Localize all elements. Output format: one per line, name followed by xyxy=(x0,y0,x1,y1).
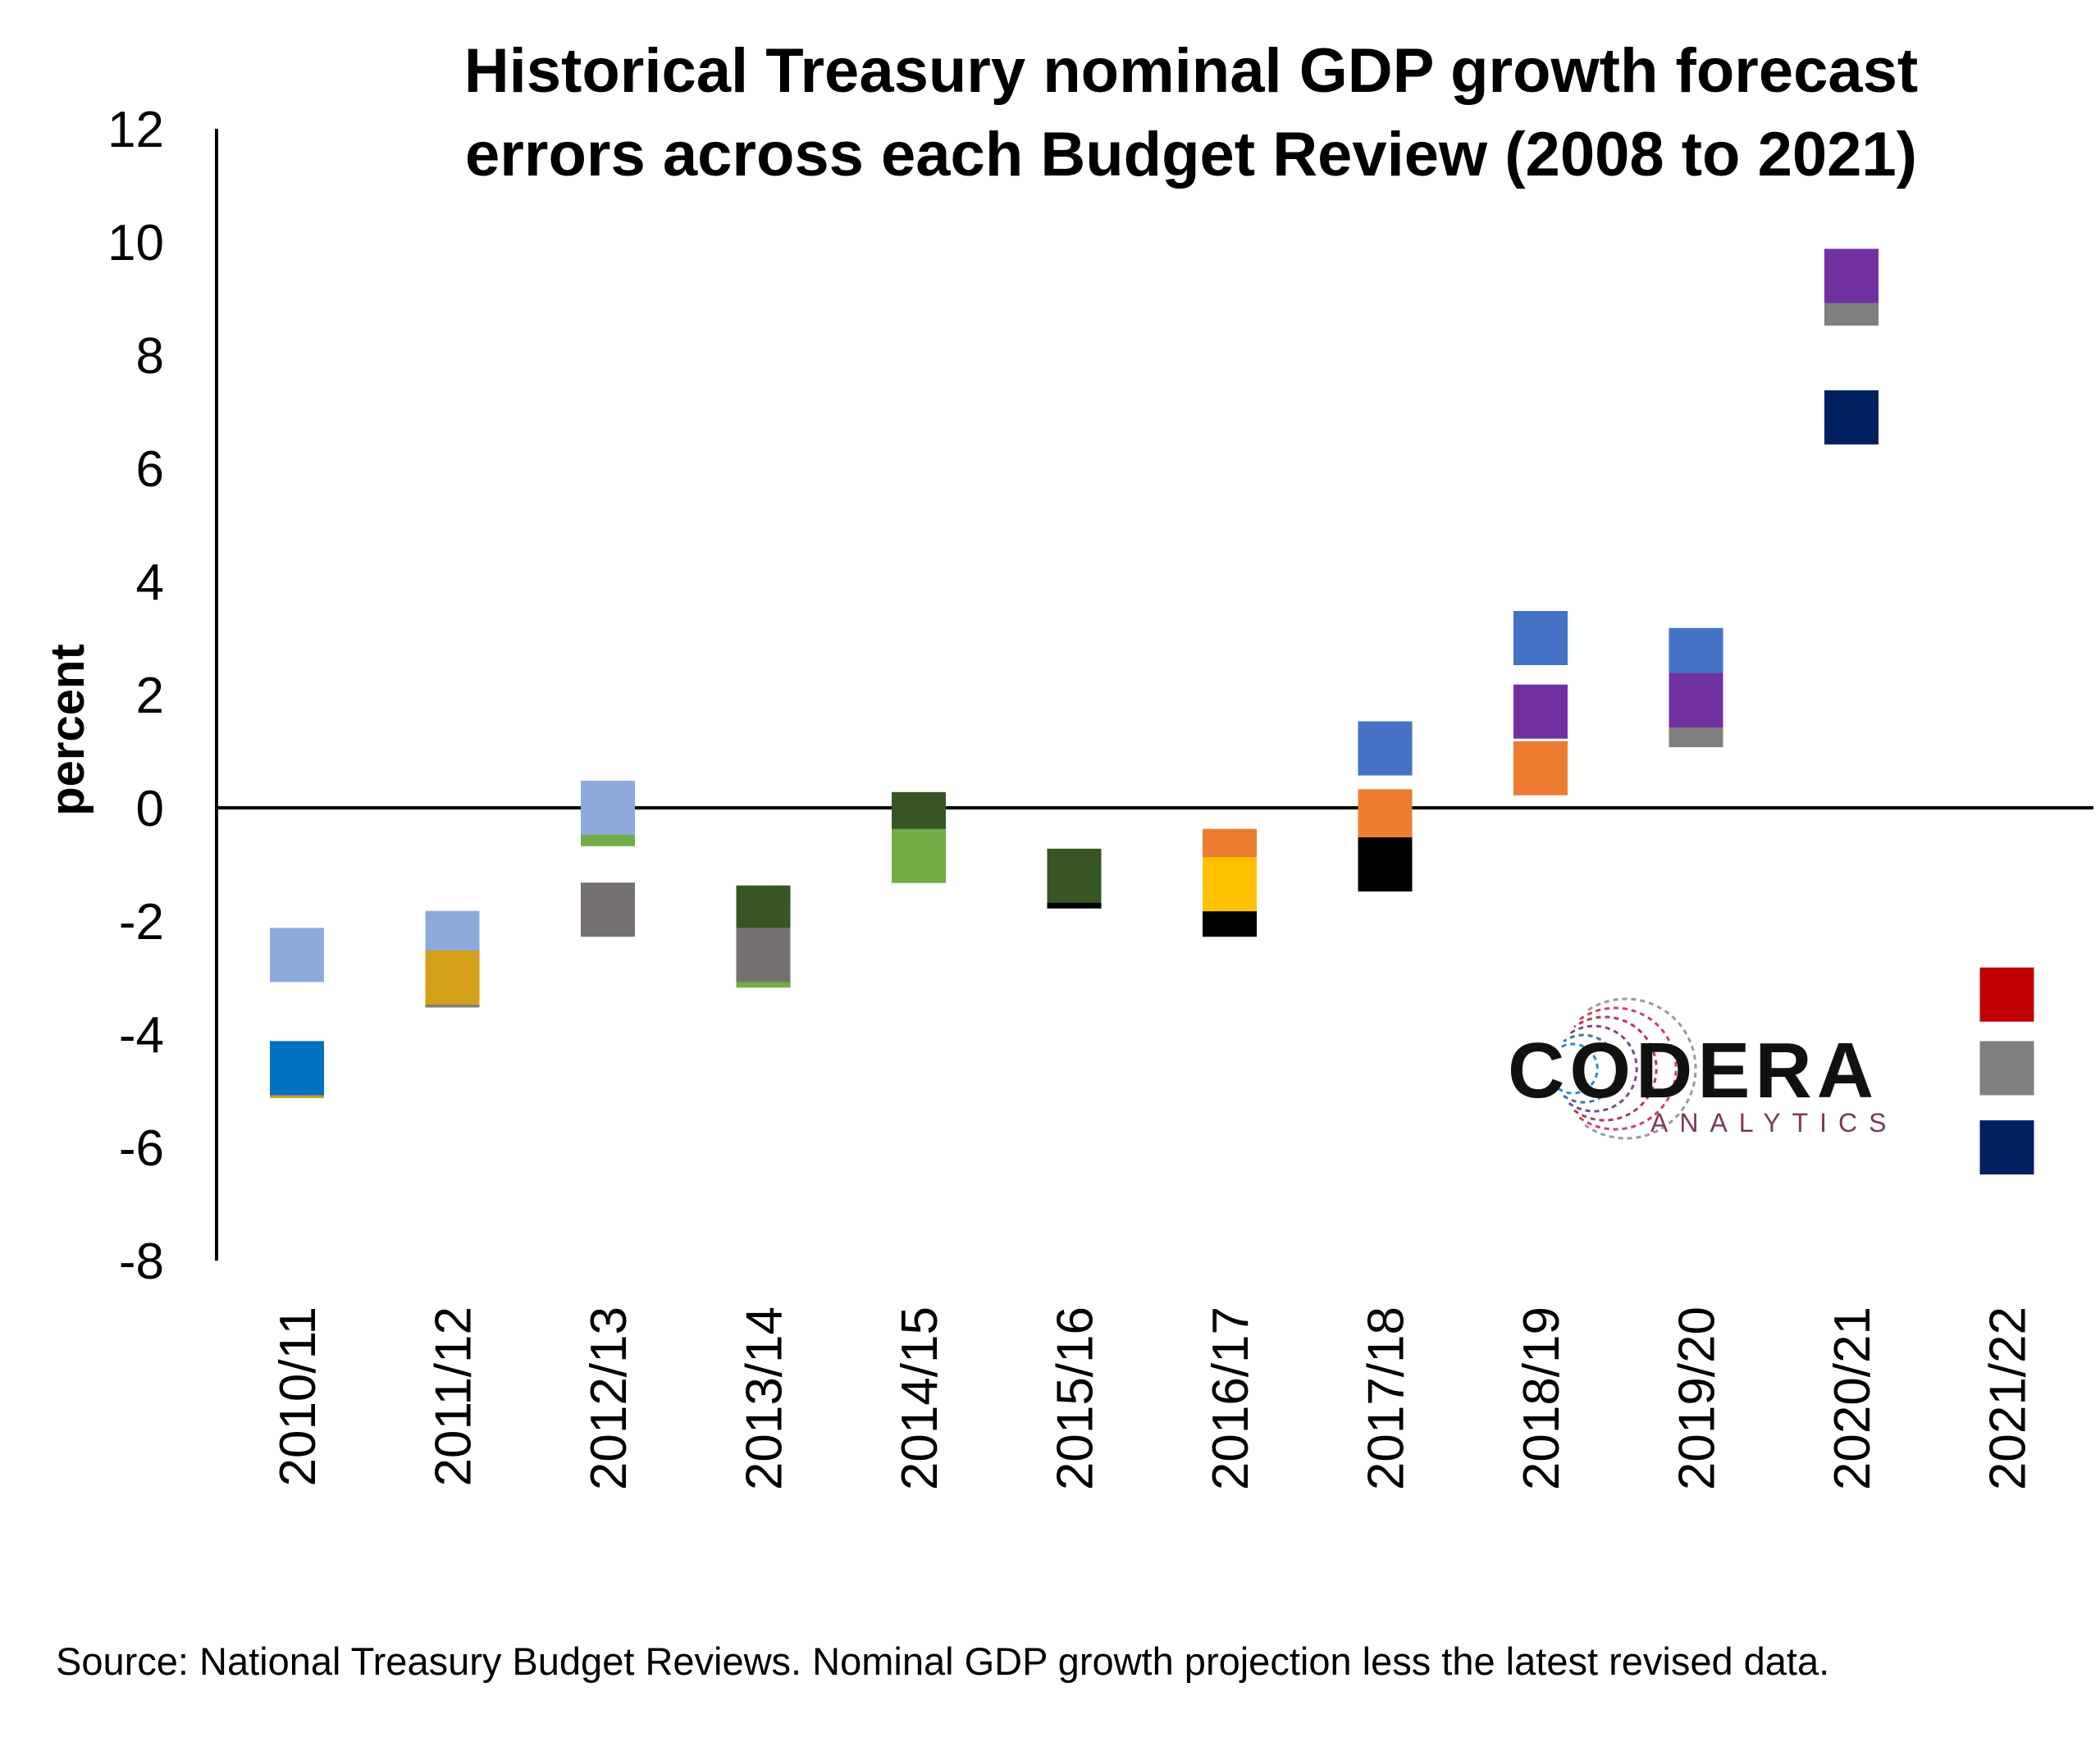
source-note: Source: National Treasury Budget Reviews… xyxy=(56,1639,1830,1683)
x-axis-ticks: 2010/11 2011/12 2012/13 2013/14 2014/15 2015/… xyxy=(270,1306,2037,1490)
logo-arc xyxy=(1568,1024,1638,1113)
data-point xyxy=(1979,967,2034,1022)
chart-title: Historical Treasury nominal GDP growth f… xyxy=(464,36,1918,189)
data-point xyxy=(1047,848,1102,903)
x-tick-label: 2019/20 xyxy=(1669,1306,1726,1490)
x-tick-label: 2020/21 xyxy=(1824,1306,1881,1490)
data-point xyxy=(581,781,635,835)
x-tick-label: 2013/14 xyxy=(737,1306,793,1490)
y-axis-title: percent xyxy=(41,644,94,816)
y-tick-label: -6 xyxy=(119,1120,164,1177)
y-tick-label: 6 xyxy=(136,441,164,498)
logo-tagline: ANALYTICS xyxy=(1650,1108,1897,1138)
logo-arc xyxy=(1578,1006,1678,1131)
data-point xyxy=(1513,611,1568,665)
x-tick-label: 2015/16 xyxy=(1048,1306,1104,1490)
data-point xyxy=(892,828,946,883)
data-point xyxy=(1669,627,1723,682)
data-point xyxy=(1513,684,1568,739)
x-tick-label: 2021/22 xyxy=(1980,1306,2037,1490)
chart-title-line: Historical Treasury nominal GDP growth f… xyxy=(464,36,1918,106)
y-axis-ticks: 12 10 8 6 4 2 0 -2 -4 -6 -8 xyxy=(107,102,164,1290)
y-tick-label: -8 xyxy=(119,1233,164,1290)
data-point xyxy=(1824,390,1879,445)
data-point xyxy=(1358,837,1413,891)
logo-arc xyxy=(1557,1042,1599,1095)
data-point xyxy=(736,928,791,983)
x-tick-label: 2010/11 xyxy=(270,1306,326,1487)
chart-title-line: errors across each Budget Review (2008 t… xyxy=(465,120,1917,189)
x-tick-label: 2018/19 xyxy=(1513,1306,1570,1490)
axes xyxy=(215,129,2093,1261)
data-points xyxy=(270,249,2034,1174)
data-point xyxy=(1979,1120,2034,1174)
data-point xyxy=(1669,673,1723,727)
logo-name: CODERA xyxy=(1508,1027,1879,1115)
y-tick-label: -4 xyxy=(119,1007,164,1064)
data-point xyxy=(1979,1041,2034,1096)
data-point xyxy=(270,1041,324,1096)
y-tick-label: 10 xyxy=(107,215,164,271)
logo-arc xyxy=(1563,1033,1618,1104)
x-tick-label: 2016/17 xyxy=(1203,1306,1259,1490)
x-tick-label: 2011/12 xyxy=(426,1306,482,1487)
data-point xyxy=(1358,789,1413,844)
data-point xyxy=(581,882,635,937)
logo-arc xyxy=(1573,1015,1658,1122)
y-tick-label: -2 xyxy=(119,894,164,951)
y-tick-label: 12 xyxy=(107,102,164,158)
x-tick-label: 2012/13 xyxy=(581,1306,637,1490)
logo-arc xyxy=(1584,997,1697,1140)
data-point xyxy=(1513,741,1568,796)
y-tick-label: 2 xyxy=(136,668,164,724)
data-point xyxy=(1358,721,1413,776)
y-tick-label: 8 xyxy=(136,328,164,385)
x-tick-label: 2014/15 xyxy=(892,1306,948,1490)
y-axis-label: percent xyxy=(41,644,94,816)
y-tick-label: 0 xyxy=(136,781,164,837)
data-point xyxy=(1203,857,1257,912)
x-tick-label: 2017/18 xyxy=(1358,1306,1415,1490)
data-point xyxy=(1824,249,1879,303)
data-point xyxy=(270,928,324,983)
y-tick-label: 4 xyxy=(136,554,164,611)
data-point xyxy=(425,951,480,1005)
